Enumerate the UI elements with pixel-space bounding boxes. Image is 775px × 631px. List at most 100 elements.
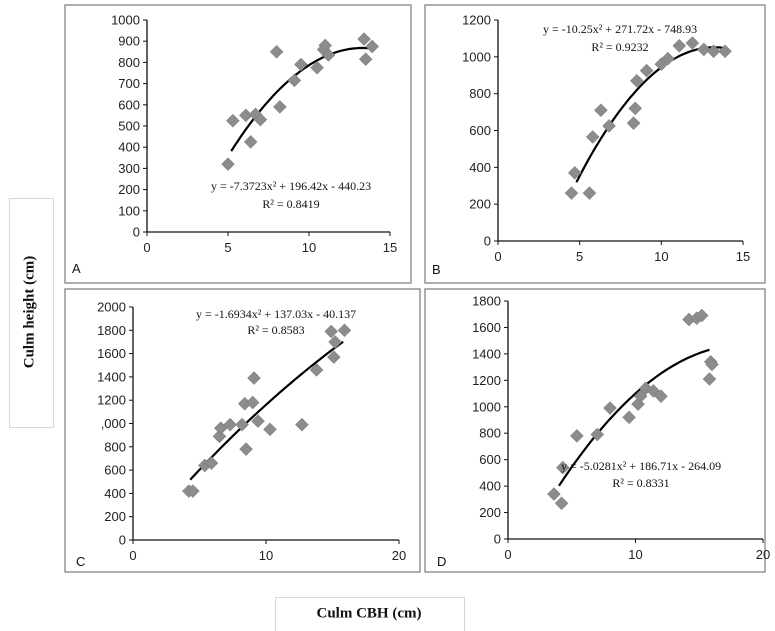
panel-b-equation: y = -10.25x² + 271.72x - 748.93 xyxy=(543,22,697,36)
panel-b-y-tick-label: 600 xyxy=(469,123,491,138)
panel-b-x-tick-label: 0 xyxy=(494,249,501,264)
panel-d-y-tick-label: 1000 xyxy=(472,399,501,414)
panel-a-data-point xyxy=(287,73,302,88)
panel-c-letter: C xyxy=(76,554,85,569)
panel-a-data-point xyxy=(310,60,324,75)
panel-c-x-tick-label: 0 xyxy=(129,548,136,563)
x-axis-title: Culm CBH (cm) xyxy=(316,605,422,622)
panel-d-data-point xyxy=(694,308,709,323)
panel-c-data-point xyxy=(204,456,219,470)
panel-c-y-tick-label: 800 xyxy=(104,439,126,454)
panel-a-data-point xyxy=(269,44,284,59)
panel-c-data-point xyxy=(247,371,261,385)
panel-c-x-tick-label: 10 xyxy=(259,548,273,563)
panel-c-y-tick-label: 1800 xyxy=(97,323,126,338)
panel-c-data-point xyxy=(185,484,200,498)
panel-a-x-tick-label: 10 xyxy=(302,240,316,255)
panel-d-x-tick-label: 10 xyxy=(628,547,642,562)
panel-d-y-tick-label: 1400 xyxy=(472,346,501,361)
panel-a-data-point xyxy=(253,112,268,127)
panel-a-data-point xyxy=(221,157,235,172)
panel-b-data-point xyxy=(696,42,711,57)
panel-b-data-point xyxy=(629,73,644,88)
panel-c-y-tick-label: 200 xyxy=(104,509,126,524)
panel-a-data-point xyxy=(272,100,287,114)
panel-d: 0 200 400 600 800 1000 1200 1400 1600 1800 0 10 20 y … xyxy=(424,288,770,573)
panel-d-data-point xyxy=(705,357,719,372)
panel-c-data-point xyxy=(309,363,324,377)
panel-c-y-tick-label: 2000 xyxy=(97,300,126,315)
y-axis-title-frame xyxy=(9,198,54,428)
panel-c-y-tick-label: 400 xyxy=(104,486,126,501)
panel-a-y-tick-label: 0 xyxy=(133,225,140,240)
panel-a-data-point xyxy=(243,135,258,149)
panel-b: 0 200 400 600 800 1000 1200 0 5 10 15 y = -10.25x² … xyxy=(424,4,766,284)
panel-a-x-tick-label: 5 xyxy=(224,240,231,255)
panel-a-data-point xyxy=(226,113,240,128)
panel-b-data-point xyxy=(582,186,597,200)
panel-b-data-point xyxy=(628,101,643,116)
panel-a-y-tick-label: 400 xyxy=(118,140,140,155)
panel-a-y-tick-label: 1000 xyxy=(111,13,140,28)
panel-b-data-point xyxy=(564,186,579,200)
panel-a-r-squared: R² = 0.8419 xyxy=(262,197,319,211)
panel-a-frame xyxy=(64,4,412,284)
panel-c-data-point xyxy=(239,442,253,456)
panel-b-data-point xyxy=(672,38,687,53)
panel-d-data-point xyxy=(702,372,717,386)
panel-b-data-point xyxy=(706,44,721,59)
panel-d-data-point xyxy=(603,401,617,415)
panel-d-y-tick-label: 800 xyxy=(479,426,501,441)
panel-a-equation: y = -7.3723x² + 196.42x - 440.23 xyxy=(211,179,371,193)
panel-d-letter: D xyxy=(437,554,446,569)
panel-b-data-point xyxy=(585,130,600,144)
panel-b-y-tick-label: 800 xyxy=(469,86,491,101)
panel-c-equation: y = -1.6934x² + 137.03x - 40.137 xyxy=(196,307,356,321)
panel-a-y-tick-label: 900 xyxy=(118,34,140,49)
panel-a-letter: A xyxy=(72,261,81,276)
panel-c-y-tick-label: 1200 xyxy=(97,393,126,408)
panel-a-data-point xyxy=(357,32,371,46)
x-axis-title-frame xyxy=(275,597,465,631)
panel-a-data-point xyxy=(294,57,308,72)
panel-c: 0 200 400 600 800 ,000 1200 1400 1600 1800 2000 0 10… xyxy=(64,288,421,573)
panel-b-data-point xyxy=(685,36,700,50)
panel-b-data-point xyxy=(661,51,675,66)
panel-c-data-point xyxy=(337,323,352,338)
panel-b-data-point xyxy=(594,103,608,118)
panel-d-data-point xyxy=(590,427,605,442)
panel-a-y-tick-label: 300 xyxy=(118,161,140,176)
panel-b-data-point xyxy=(602,119,616,133)
panel-b-y-tick-label: 0 xyxy=(484,234,491,249)
panel-b-y-tick-label: 1200 xyxy=(462,13,491,28)
panel-c-trendline xyxy=(189,340,344,481)
panel-d-data-point xyxy=(569,429,584,443)
panel-b-letter: B xyxy=(432,262,441,277)
panel-c-y-tick-label: 600 xyxy=(104,463,126,478)
panel-c-y-tick-label: 0 xyxy=(119,533,126,548)
panel-b-x-tick-label: 10 xyxy=(654,249,668,264)
panel-a-y-tick-label: 800 xyxy=(118,55,140,70)
panel-d-data-point xyxy=(654,389,668,404)
panel-b-r-squared: R² = 0.9232 xyxy=(591,40,648,54)
panel-a-y-tick-label: 700 xyxy=(118,76,140,91)
panel-c-data-point xyxy=(251,414,265,429)
panel-d-y-tick-label: 1800 xyxy=(472,294,501,309)
panel-b-data-point xyxy=(626,116,641,130)
panel-c-data-point xyxy=(235,417,249,432)
panel-a-x-tick-label: 15 xyxy=(383,240,397,255)
panel-c-y-tick-label: ,000 xyxy=(101,416,126,431)
panel-d-data-point xyxy=(622,410,636,425)
panel-b-x-tick-label: 5 xyxy=(576,249,583,264)
panel-a-x-tick-label: 0 xyxy=(143,240,150,255)
panel-b-data-point xyxy=(639,63,654,78)
panel-b-data-point xyxy=(718,44,732,59)
panel-b-y-tick-label: 1000 xyxy=(462,49,491,64)
panel-a-data-point xyxy=(365,39,380,54)
panel-b-y-tick-label: 400 xyxy=(469,160,491,175)
panel-c-y-tick-label: 1400 xyxy=(97,369,126,384)
panel-c-r-squared: R² = 0.8583 xyxy=(247,323,304,337)
panel-d-x-tick-label: 0 xyxy=(504,547,511,562)
panel-a-y-tick-label: 600 xyxy=(118,97,140,112)
